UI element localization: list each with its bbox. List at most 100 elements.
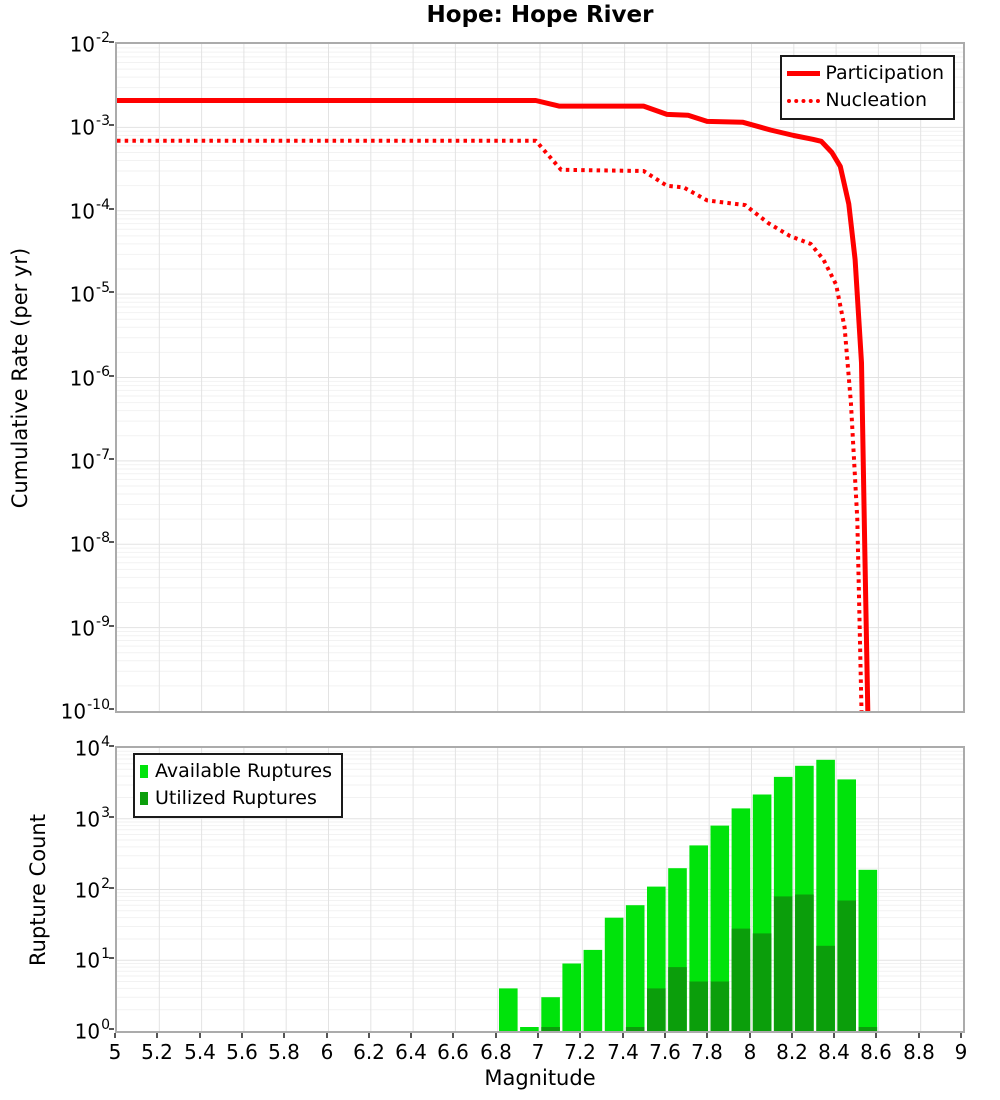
x-tick-mark <box>410 1033 412 1038</box>
x-tick-mark <box>791 1033 793 1038</box>
bottom-y-tick-label: 104 <box>74 734 110 761</box>
y-tick-mark <box>109 541 114 543</box>
legend-label-participation: Participation <box>825 62 944 84</box>
nucleation-line-sample <box>787 98 821 103</box>
x-tick-label: 7.6 <box>649 1040 681 1064</box>
x-tick-label: 6.8 <box>480 1040 512 1064</box>
x-tick-label: 8.2 <box>776 1040 808 1064</box>
utilized-ruptures-bar <box>752 933 772 1031</box>
x-tick-label: 8.4 <box>818 1040 850 1064</box>
top-y-tick-label: 10-6 <box>69 364 110 391</box>
x-tick-mark <box>875 1033 877 1038</box>
utilized-ruptures-bar <box>625 1027 645 1031</box>
x-tick-mark <box>283 1033 285 1038</box>
y-tick-mark <box>109 887 114 889</box>
top-y-tick-label: 10-10 <box>60 697 110 724</box>
x-tick-mark <box>622 1033 624 1038</box>
y-tick-mark <box>109 957 114 959</box>
participation-nucleation-plot <box>115 42 965 713</box>
utilized-ruptures-marker <box>140 792 148 805</box>
y-tick-mark <box>109 291 114 293</box>
utilized-ruptures-bar <box>858 1027 878 1031</box>
bottom-y-tick-label: 100 <box>74 1017 110 1044</box>
y-tick-mark <box>109 375 114 377</box>
legend-entry-utilized: Utilized Ruptures <box>140 785 332 812</box>
x-tick-label: 7.8 <box>691 1040 723 1064</box>
x-tick-mark <box>960 1033 962 1038</box>
x-tick-label: 9 <box>954 1040 968 1064</box>
bottom-y-tick-label: 102 <box>74 876 110 903</box>
x-tick-mark <box>199 1033 201 1038</box>
x-axis-label: Magnitude <box>484 1066 596 1090</box>
y-tick-mark <box>109 745 114 747</box>
y-tick-mark <box>109 625 114 627</box>
y-tick-mark <box>109 458 114 460</box>
x-tick-mark <box>706 1033 708 1038</box>
available-ruptures-bar <box>583 949 603 1031</box>
available-ruptures-bar <box>520 1027 539 1031</box>
bottom-y-tick-label: 101 <box>74 946 110 973</box>
chart-title: Hope: Hope River <box>426 2 654 28</box>
y-tick-mark <box>109 124 114 126</box>
available-ruptures-marker <box>140 765 148 778</box>
utilized-ruptures-bar <box>710 981 730 1031</box>
x-tick-label: 6.6 <box>437 1040 469 1064</box>
x-tick-mark <box>156 1033 158 1038</box>
x-tick-mark <box>114 1033 116 1038</box>
legend-label-nucleation: Nucleation <box>825 89 928 111</box>
x-tick-mark <box>918 1033 920 1038</box>
legend-label-utilized: Utilized Ruptures <box>155 787 317 809</box>
y-tick-mark <box>109 1028 114 1030</box>
x-tick-label: 6.4 <box>395 1040 427 1064</box>
x-tick-mark <box>452 1033 454 1038</box>
top-y-tick-label: 10-4 <box>69 197 110 224</box>
available-ruptures-bar <box>499 988 518 1031</box>
x-tick-label: 5 <box>108 1040 122 1064</box>
legend-entry-nucleation: Nucleation <box>787 87 944 114</box>
top-legend: Participation Nucleation <box>780 55 955 120</box>
utilized-ruptures-bar <box>837 900 856 1031</box>
top-y-tick-label: 10-7 <box>69 447 110 474</box>
x-tick-label: 5.2 <box>141 1040 173 1064</box>
x-tick-label: 5.8 <box>268 1040 300 1064</box>
nucleation-curve <box>117 138 864 711</box>
x-tick-label: 6.2 <box>353 1040 385 1064</box>
x-tick-mark <box>537 1033 539 1038</box>
utilized-ruptures-bar <box>773 896 793 1031</box>
available-ruptures-bar <box>858 869 878 1031</box>
participation-curve <box>117 98 871 711</box>
top-y-tick-label: 10-9 <box>69 614 110 641</box>
top-y-tick-label: 10-5 <box>69 280 110 307</box>
utilized-ruptures-bar <box>647 988 666 1031</box>
x-tick-label: 5.6 <box>226 1040 258 1064</box>
x-tick-label: 5.4 <box>184 1040 216 1064</box>
x-tick-mark <box>368 1033 370 1038</box>
x-tick-label: 7.2 <box>564 1040 596 1064</box>
available-ruptures-bar <box>541 997 560 1031</box>
available-ruptures-bar <box>625 905 645 1031</box>
x-tick-mark <box>326 1033 328 1038</box>
y-tick-mark <box>109 816 114 818</box>
x-tick-mark <box>749 1033 751 1038</box>
bottom-y-tick-label: 103 <box>74 805 110 832</box>
x-tick-label: 7.4 <box>607 1040 639 1064</box>
y-tick-mark <box>109 41 114 43</box>
bottom-legend: Available Ruptures Utilized Ruptures <box>133 753 343 818</box>
utilized-ruptures-bar <box>689 981 708 1031</box>
utilized-ruptures-bar <box>541 1027 560 1031</box>
available-ruptures-bar <box>710 825 730 1031</box>
top-y-tick-label: 10-8 <box>69 530 110 557</box>
x-tick-mark <box>241 1033 243 1038</box>
x-tick-mark <box>664 1033 666 1038</box>
x-tick-label: 6 <box>320 1040 334 1064</box>
x-tick-label: 8 <box>743 1040 757 1064</box>
x-tick-label: 8.8 <box>903 1040 935 1064</box>
y-tick-mark <box>109 208 114 210</box>
utilized-ruptures-bar <box>668 967 687 1031</box>
rupture-count-plot <box>115 746 965 1033</box>
utilized-ruptures-bar <box>731 928 751 1031</box>
top-y-tick-label: 10-2 <box>69 30 110 57</box>
y-tick-mark <box>109 708 114 710</box>
x-tick-mark <box>579 1033 581 1038</box>
